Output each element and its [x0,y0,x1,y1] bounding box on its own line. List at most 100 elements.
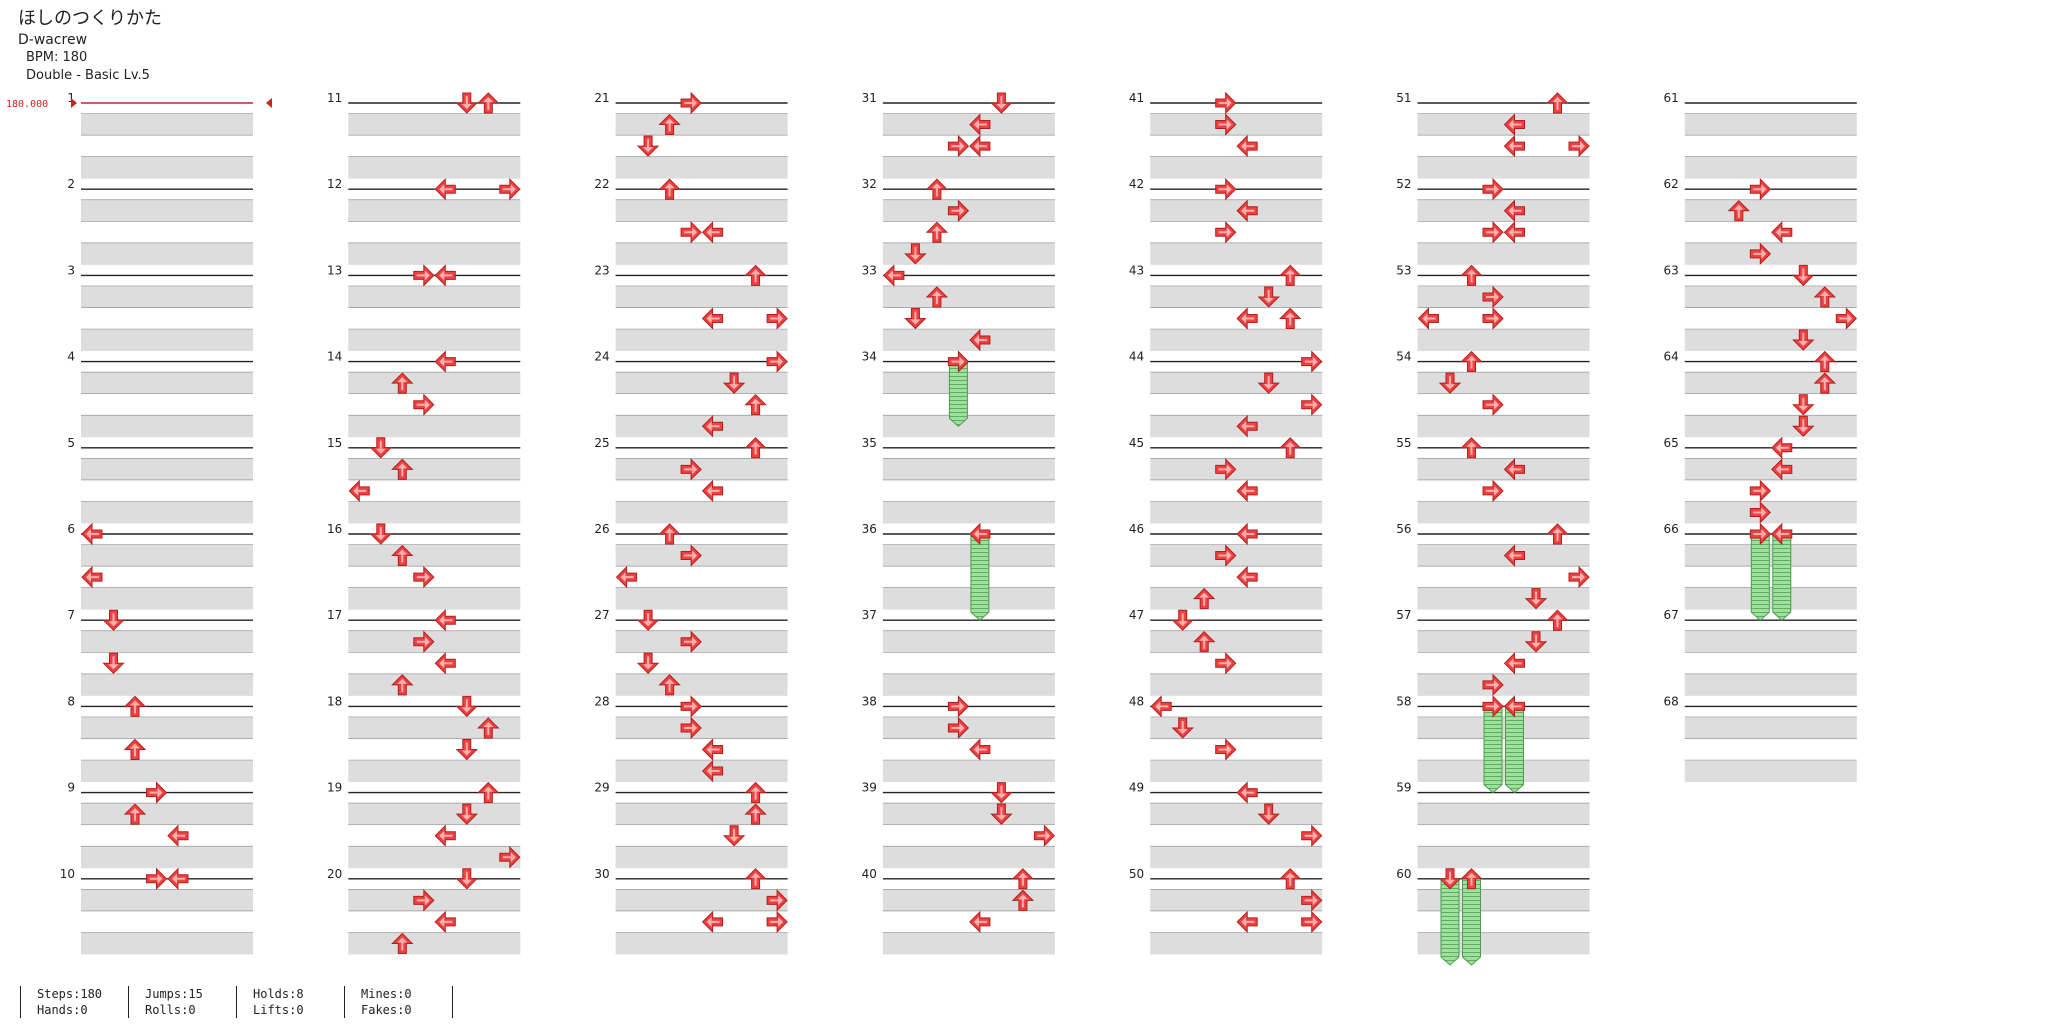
measure-number: 20 [327,867,342,881]
stat-rolls: Rolls:0 [145,1003,196,1017]
measure-41: 41 [1129,91,1323,179]
measure-16: 16 [327,522,521,610]
measure-lane-band [1150,329,1323,352]
song-title: ほしのつくりかた [18,8,162,29]
arrow-note-left [1236,308,1258,329]
measure-number: 41 [1129,91,1144,105]
measure-17: 17 [327,608,521,696]
measure-lane-band [882,156,1055,179]
arrow-note-left [702,739,724,760]
arrow-note-right [1568,135,1590,157]
measure-21: 21 [594,91,788,179]
arrow-note-right [1033,825,1055,847]
arrow-note-right [1749,178,1771,200]
measure-lane-band [882,415,1055,438]
measure-lane-band [348,760,521,783]
measure-39: 39 [862,781,1055,869]
measure-lane-band [1417,932,1590,955]
measure-number: 11 [327,91,342,105]
arrow-note-left [81,566,103,588]
measure-46: 46 [1129,522,1323,610]
measure-47: 47 [1129,608,1323,696]
measure-number: 49 [1129,781,1144,795]
measure-57: 57 [1396,608,1590,696]
arrow-note-right [1749,480,1771,502]
arrow-note-left [702,911,724,933]
arrow-note-down [456,739,478,760]
arrow-note-right [1482,480,1504,502]
measure-lane-band [882,932,1055,955]
measure-number: 47 [1129,608,1144,622]
measure-number: 28 [594,694,609,708]
measure-lane-band [348,329,521,352]
arrow-note-down [370,437,392,459]
measure-lane-band [1417,587,1590,610]
measure-lane-band [882,716,1055,739]
measure-18: 18 [327,694,521,783]
arrow-note-left [434,911,456,933]
measure-lane-band [1417,803,1590,826]
measure-1: 1 [67,91,253,179]
measure-lane-band [615,630,788,653]
arrow-note-right [1215,739,1237,760]
measure-lane-band [81,199,253,222]
measure-lane-band [882,329,1055,352]
measure-5: 5 [67,436,253,524]
measure-13: 13 [327,263,521,352]
arrow-note-up [1279,264,1301,286]
measure-number: 18 [327,694,342,708]
arrow-note-right [1568,566,1590,588]
measure-42: 42 [1129,177,1323,265]
arrow-note-right [499,178,521,200]
arrow-note-up [659,178,681,200]
arrow-note-right [766,308,788,329]
measure-number: 66 [1664,522,1679,536]
measure-lane-band [1150,932,1323,955]
stats-bar: Steps:180 Hands:0 Jumps:15 Rolls:0 Holds… [20,986,453,1018]
measure-9: 9 [67,781,253,869]
measure-lane-band [1684,415,1857,438]
arrow-note-up [926,178,948,200]
arrow-note-left [616,566,638,588]
measure-4: 4 [67,350,253,438]
measure-number: 13 [327,263,342,277]
measure-lane-band [1150,673,1323,696]
measure-53: 53 [1396,263,1590,352]
arrow-note-right [1301,394,1323,416]
arrow-note-left [969,739,991,760]
measure-lane-band [81,329,253,352]
stats-group-steps: Steps:180 Hands:0 [20,986,128,1018]
measure-number: 9 [67,781,75,795]
measure-lane-band [615,673,788,696]
measure-40: 40 [862,867,1055,955]
measure-lane-band [1684,501,1857,524]
measure-number: 21 [594,91,609,105]
arrow-note-down [456,868,478,890]
arrow-note-right [413,394,435,416]
measure-lane-band [81,846,253,869]
stat-hands: Hands:0 [37,1003,88,1017]
measure-30: 30 [594,867,788,955]
measure-number: 59 [1396,781,1411,795]
arrow-note-right [1215,221,1237,243]
arrow-note-up [1279,437,1301,459]
measure-lane-band [1417,544,1590,567]
measure-number: 36 [862,522,877,536]
arrow-note-up [477,92,499,114]
measure-number: 42 [1129,177,1144,191]
measure-35: 35 [862,436,1055,524]
measure-number: 5 [67,436,75,450]
measure-14: 14 [327,350,521,438]
measure-number: 64 [1664,350,1679,364]
measure-58: 58 [1396,694,1590,783]
measure-lane-band [615,587,788,610]
measure-31: 31 [862,91,1055,179]
measure-number: 44 [1129,350,1144,364]
arrow-note-up [1547,92,1568,114]
hold-note [1505,705,1524,794]
arrow-note-left [1504,221,1525,243]
arrow-note-down [637,609,659,631]
measure-number: 63 [1664,263,1679,277]
measure-56: 56 [1396,522,1590,610]
measure-lane-band [882,630,1055,653]
